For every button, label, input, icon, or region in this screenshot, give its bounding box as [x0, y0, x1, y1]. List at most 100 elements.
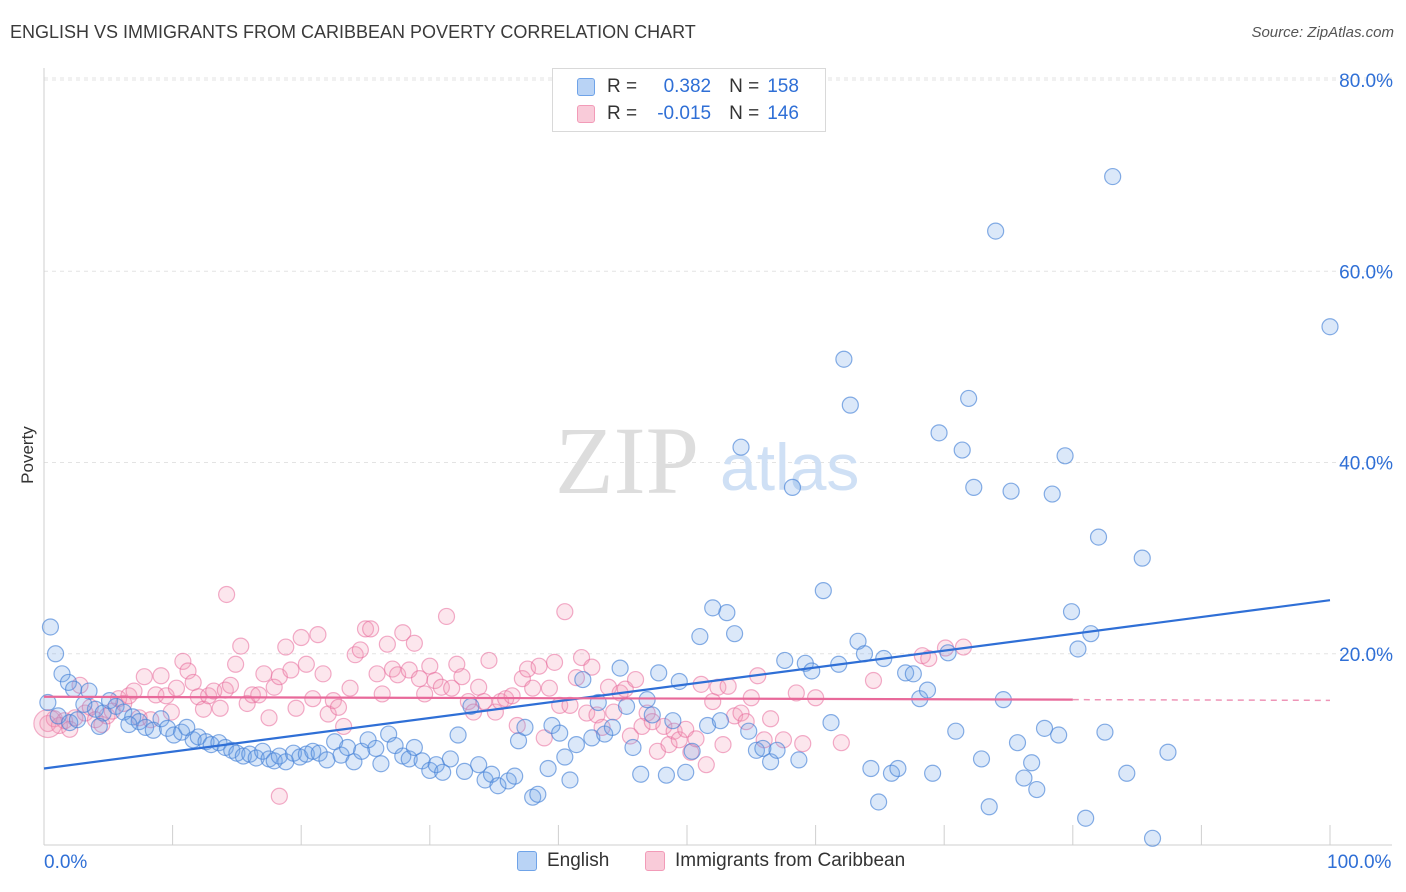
caribbean-point	[346, 646, 364, 664]
caribbean-point	[714, 735, 732, 754]
english-point	[574, 670, 592, 689]
caribbean-point	[545, 653, 564, 671]
chart-title: ENGLISH VS IMMIGRANTS FROM CARIBBEAN POV…	[10, 22, 696, 42]
english-point	[698, 716, 717, 735]
caribbean-point	[335, 717, 353, 736]
english-point	[930, 424, 948, 442]
watermark-atlas: atlas	[720, 430, 859, 504]
english-point	[980, 798, 998, 816]
english-point	[372, 755, 390, 773]
caribbean-point	[737, 713, 755, 731]
english-trend-line	[43, 599, 1331, 770]
english-point	[551, 724, 569, 742]
english-point	[441, 750, 459, 768]
english-point	[814, 582, 832, 600]
caribbean-point	[524, 679, 542, 697]
caribbean-point	[120, 687, 138, 705]
caribbean-point	[351, 641, 369, 659]
english-point	[455, 762, 474, 780]
correlation-legend: R = 0.382 N = 158 R = -0.015 N = 146	[552, 68, 826, 132]
english-point	[904, 665, 922, 683]
english-point	[506, 767, 524, 785]
caribbean-point	[470, 678, 488, 696]
english-point	[64, 680, 83, 698]
english-point	[718, 604, 736, 622]
legend-row-caribbean: R = -0.015 N = 146	[577, 102, 799, 126]
caribbean-point	[152, 667, 170, 685]
english-point	[470, 756, 488, 774]
caribbean-point	[416, 685, 434, 703]
english-point	[803, 662, 821, 680]
english-point	[664, 712, 682, 730]
caribbean-point	[184, 673, 202, 692]
english-point	[1118, 764, 1136, 782]
english-point	[747, 741, 766, 759]
caribbean-points	[33, 585, 973, 805]
series-legend-caribbean: Immigrants from Caribbean	[645, 850, 905, 872]
english-point	[1321, 318, 1339, 336]
caribbean-point	[304, 690, 322, 708]
english-point	[643, 706, 661, 724]
english-point	[516, 718, 534, 736]
caribbean-point	[806, 689, 825, 707]
caribbean-trend-line	[43, 695, 1073, 701]
caribbean-point	[864, 671, 883, 690]
caribbean-point	[426, 671, 444, 690]
english-point	[1050, 726, 1068, 744]
caribbean-point	[314, 665, 332, 683]
caribbean-point	[238, 694, 256, 713]
caribbean-point	[270, 787, 288, 805]
legend-n-value-caribbean: 146	[767, 103, 799, 124]
caribbean-point	[218, 585, 236, 604]
english-point	[421, 761, 439, 780]
y-tick-label: 20.0%	[1339, 645, 1393, 666]
legend-n-label: N =	[729, 76, 760, 97]
english-point	[953, 441, 971, 459]
english-point	[783, 478, 802, 496]
caribbean-point	[794, 735, 812, 753]
caribbean-point	[373, 685, 391, 703]
english-point	[947, 722, 965, 740]
english-point	[539, 759, 557, 778]
english-point	[41, 618, 60, 636]
caribbean-point	[437, 607, 456, 626]
caribbean-point	[309, 626, 327, 644]
english-point	[1077, 809, 1095, 827]
english-point	[611, 659, 629, 677]
series-name-english: English	[547, 850, 610, 871]
caribbean-point	[167, 679, 186, 697]
caribbean-point	[626, 670, 645, 689]
english-point	[234, 747, 252, 765]
english-point	[1023, 754, 1041, 772]
caribbean-point	[443, 679, 461, 697]
english-point	[130, 713, 148, 731]
y-tick-label: 80.0%	[1339, 71, 1393, 92]
caribbean-point	[265, 678, 283, 696]
english-point	[120, 715, 138, 734]
caribbean-point	[535, 729, 553, 747]
caribbean-point	[697, 756, 715, 774]
caribbean-point	[761, 710, 780, 728]
chart-source: Source: ZipAtlas.com	[1251, 24, 1394, 41]
trend-lines	[43, 599, 1331, 770]
english-point	[650, 664, 668, 682]
caribbean-point	[567, 669, 586, 687]
english-point	[960, 389, 978, 408]
english-point	[1028, 780, 1046, 799]
caribbean-point	[421, 657, 439, 675]
caribbean-point	[356, 620, 375, 638]
english-point	[152, 710, 170, 728]
caribbean-point	[704, 692, 722, 711]
caribbean-trend-extension	[1072, 698, 1331, 702]
caribbean-point	[530, 657, 548, 675]
caribbean-point	[368, 665, 386, 683]
english-point	[790, 751, 808, 769]
series-swatch-caribbean	[645, 851, 665, 871]
y-tick-label: 40.0%	[1339, 454, 1393, 475]
english-point	[624, 738, 642, 757]
caribbean-point	[287, 699, 305, 717]
caribbean-point	[232, 637, 250, 655]
english-point	[632, 765, 650, 783]
gridlines	[44, 77, 1392, 655]
